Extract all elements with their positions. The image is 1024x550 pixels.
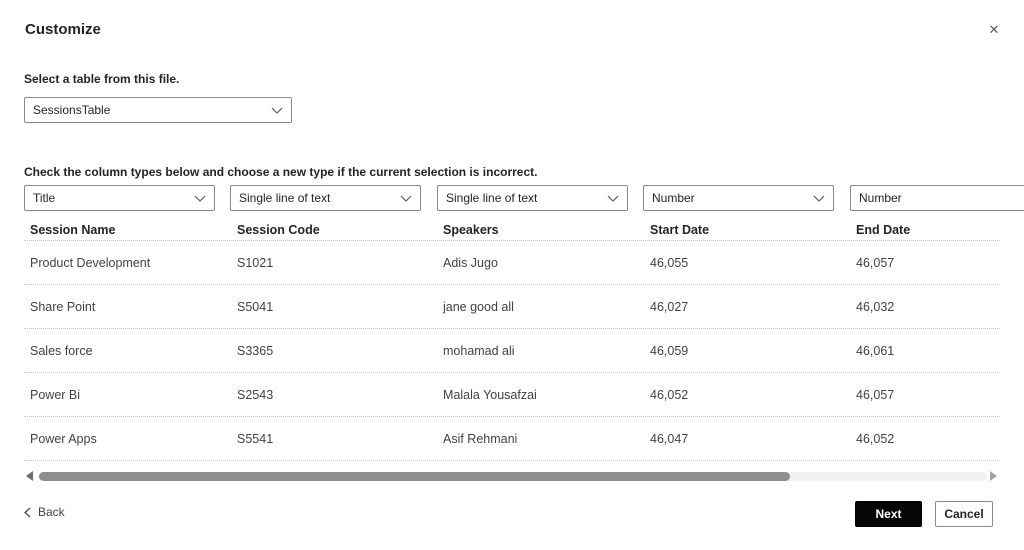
column-type-dropdown-start-date[interactable]: Number [643,185,834,211]
table-cell: 46,052 [650,387,689,402]
table-cell: Power Bi [30,387,81,402]
scrollbar-track[interactable] [38,472,988,481]
table-cell: S1021 [237,255,274,270]
scroll-right-arrow-icon[interactable] [989,471,999,481]
column-type-dropdown-session-code[interactable]: Single line of text [230,185,421,211]
cancel-button[interactable]: Cancel [935,501,993,527]
table-row: Power Bi S2543 Malala Yousafzai 46,052 4… [24,373,1000,417]
close-icon[interactable]: ✕ [985,21,1003,39]
table-cell: 46,047 [650,431,689,446]
horizontal-scrollbar [0,470,1024,484]
column-header: End Date [856,222,911,237]
scrollbar-thumb[interactable] [39,472,790,481]
column-header: Speakers [443,222,499,237]
table-cell: Power Apps [30,431,97,446]
scroll-left-arrow-icon[interactable] [26,471,36,481]
column-header: Session Code [237,222,320,237]
column-type-value: Title [33,191,56,205]
table-header-row: Session Name Session Code Speakers Start… [24,219,1000,241]
table-row: Sales force S3365 mohamad ali 46,059 46,… [24,329,1000,373]
chevron-down-icon [271,107,283,114]
table-cell: 46,061 [856,343,895,358]
table-select-value: SessionsTable [33,103,111,117]
chevron-left-icon [24,507,31,518]
table-cell: 46,027 [650,299,689,314]
column-types-label: Check the column types below and choose … [24,165,538,179]
table-cell: S5541 [237,431,274,446]
column-type-dropdown-end-date[interactable]: Number [850,185,1024,211]
back-button[interactable]: Back [24,505,65,519]
table-row: Product Development S1021 Adis Jugo 46,0… [24,241,1000,285]
chevron-down-icon [400,195,412,202]
column-type-dropdown-speakers[interactable]: Single line of text [437,185,628,211]
table-cell: 46,059 [650,343,689,358]
table-cell: Share Point [30,299,96,314]
table-select-dropdown[interactable]: SessionsTable [24,97,292,123]
table-select-label: Select a table from this file. [24,72,180,86]
table-cell: Sales force [30,343,93,358]
chevron-down-icon [194,195,206,202]
chevron-down-icon [813,195,825,202]
table-cell: 46,032 [856,299,895,314]
table-cell: Product Development [30,255,151,270]
column-type-dropdown-session-name[interactable]: Title [24,185,215,211]
page-title: Customize [25,21,101,38]
chevron-down-icon [607,195,619,202]
table-cell: S3365 [237,343,274,358]
table-cell: 46,052 [856,431,895,446]
table-cell: Asif Rehmani [443,431,518,446]
table-cell: Malala Yousafzai [443,387,537,402]
column-type-value: Number [859,191,902,205]
table-cell: Adis Jugo [443,255,498,270]
table-cell: mohamad ali [443,343,515,358]
table-cell: 46,057 [856,387,895,402]
column-header: Start Date [650,222,710,237]
back-label: Back [38,505,65,519]
column-type-value: Number [652,191,695,205]
table-cell: S2543 [237,387,274,402]
column-type-value: Single line of text [239,191,331,205]
table-cell: 46,055 [650,255,689,270]
preview-table: Session Name Session Code Speakers Start… [24,219,1000,461]
table-row: Share Point S5041 jane good all 46,027 4… [24,285,1000,329]
table-cell: 46,057 [856,255,895,270]
next-button[interactable]: Next [855,501,922,527]
table-cell: jane good all [443,299,514,314]
table-row: Power Apps S5541 Asif Rehmani 46,047 46,… [24,417,1000,461]
column-header: Session Name [30,222,116,237]
column-type-value: Single line of text [446,191,538,205]
table-cell: S5041 [237,299,274,314]
